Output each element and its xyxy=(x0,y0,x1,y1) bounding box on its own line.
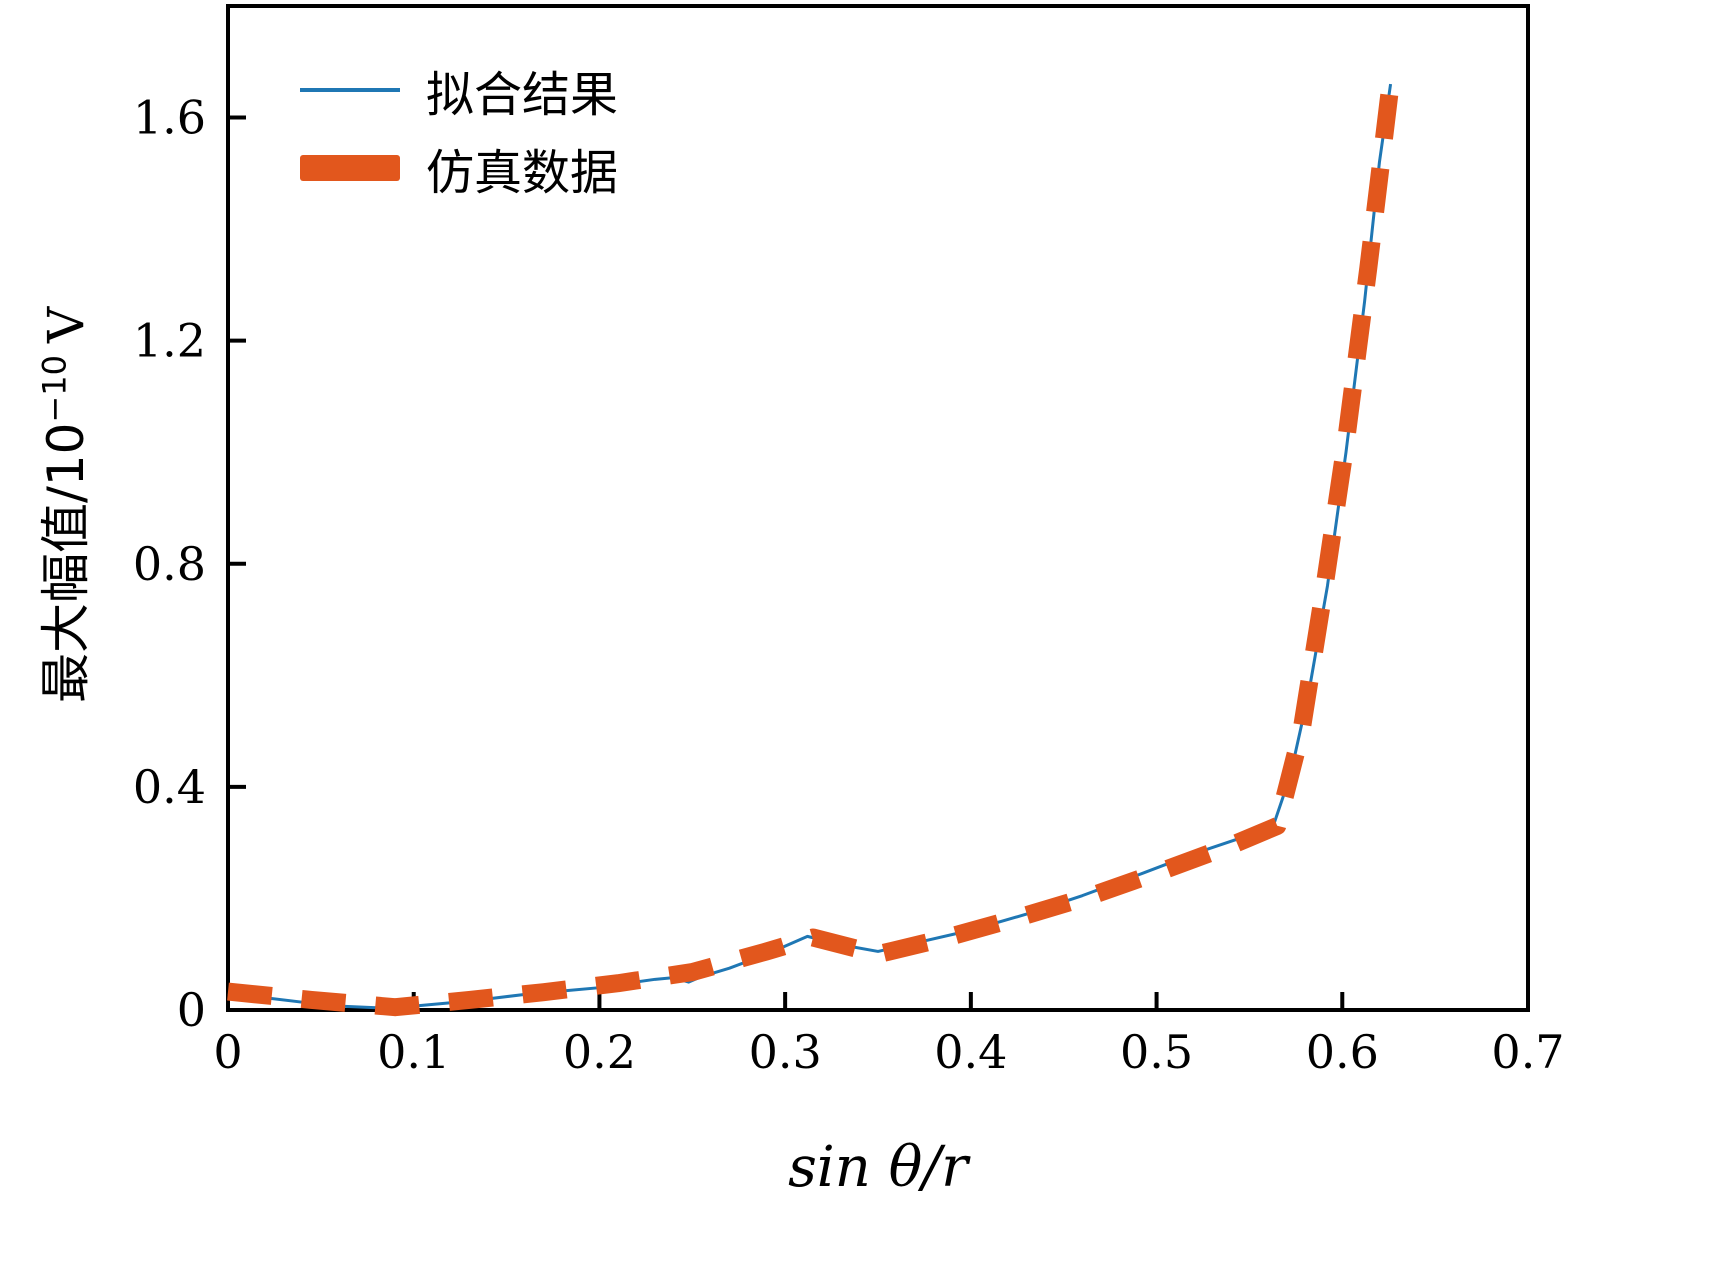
x-tick-label: 0 xyxy=(213,1025,242,1079)
fit-result-line xyxy=(227,83,1393,1010)
legend-label-sim: 仿真数据 xyxy=(426,145,619,201)
y-tick-label: 0 xyxy=(177,983,206,1037)
legend-label-fit: 拟合结果 xyxy=(426,67,619,123)
y-axis-label: 最大幅值/10−10 V xyxy=(26,307,98,703)
y-tick-label: 0.4 xyxy=(133,760,206,814)
fit-line-swatch xyxy=(300,88,400,92)
y-tick-label: 1.2 xyxy=(133,314,206,368)
y-tick-label: 1.6 xyxy=(133,91,206,145)
y-axis-label-base: 最大幅值/10 xyxy=(37,422,95,704)
x-axis-label: sin θ/r xyxy=(788,1135,968,1200)
x-tick-label: 0.6 xyxy=(1306,1025,1379,1079)
x-tick-label: 0.5 xyxy=(1120,1025,1193,1079)
x-tick-label: 0.7 xyxy=(1491,1025,1564,1079)
x-tick-label: 0.2 xyxy=(563,1025,636,1079)
sim-data-swatch xyxy=(300,155,400,181)
legend: 拟合结果 仿真数据 xyxy=(300,58,619,201)
plot-frame xyxy=(226,4,1530,1012)
y-axis-label-exponent: −10 xyxy=(35,355,74,423)
simulation-data-line xyxy=(227,83,1400,1017)
x-tick-label: 0.1 xyxy=(377,1025,450,1079)
legend-item-fit: 拟合结果 xyxy=(300,58,619,123)
y-tick-label: 0.8 xyxy=(133,537,206,591)
legend-item-sim: 仿真数据 xyxy=(300,136,619,201)
x-tick-label: 0.3 xyxy=(749,1025,822,1079)
x-tick-label: 0.4 xyxy=(934,1025,1007,1079)
y-axis-label-unit: V xyxy=(37,306,95,344)
